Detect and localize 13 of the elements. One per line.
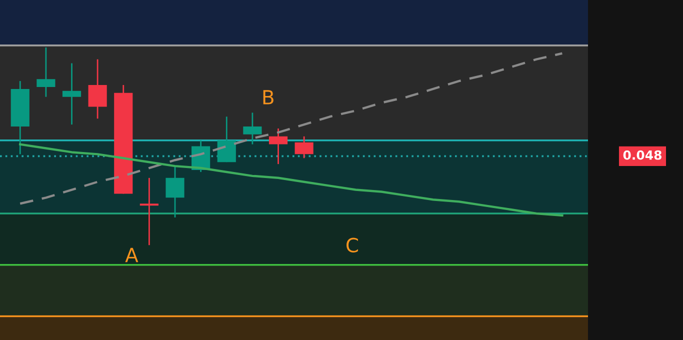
text: A [125, 248, 138, 262]
annotation: C [346, 238, 358, 252]
candlestick [140, 177, 158, 246]
candlestick [294, 136, 314, 159]
candlestick [217, 116, 236, 163]
candlestick [268, 128, 288, 165]
candlestick [166, 165, 184, 218]
candlestick [88, 58, 107, 120]
candlestick [62, 62, 82, 126]
candlestick [36, 46, 56, 98]
annotation: B [263, 90, 274, 104]
text: 0.048 [623, 150, 662, 160]
candlestick [243, 112, 262, 145]
